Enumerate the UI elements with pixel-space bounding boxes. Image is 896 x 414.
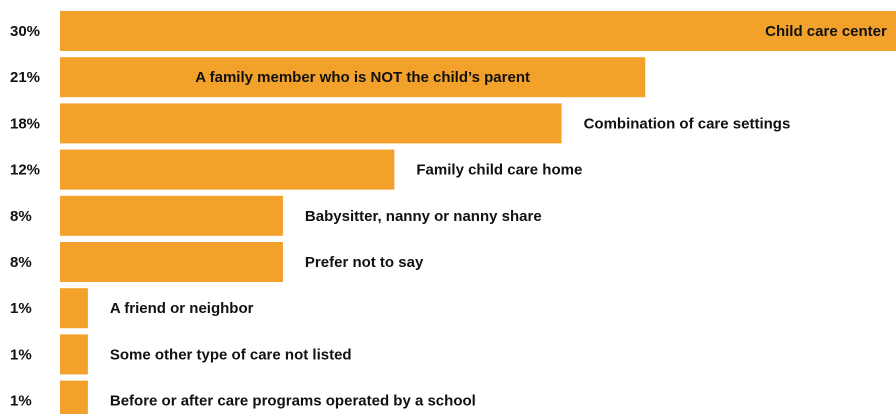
- value-label-6: 8%: [10, 254, 32, 271]
- category-label-8: Some other type of care not listed: [110, 346, 352, 363]
- value-label-1: 30%: [10, 23, 40, 40]
- category-label-3: Combination of care settings: [584, 115, 791, 132]
- category-label-7: A friend or neighbor: [110, 300, 254, 317]
- category-label-2: A family member who is NOT the child’s p…: [195, 69, 530, 86]
- bar-7: [60, 288, 88, 329]
- category-label-5: Babysitter, nanny or nanny share: [305, 208, 542, 225]
- value-label-7: 1%: [10, 300, 32, 317]
- category-label-1: Child care center: [765, 23, 887, 40]
- bar-1: [60, 11, 896, 51]
- bar-2: [60, 57, 646, 98]
- bar-3: [60, 103, 562, 144]
- value-label-2: 21%: [10, 69, 40, 86]
- bar-4: [60, 149, 395, 190]
- category-label-9: Before or after care programs operated b…: [110, 393, 476, 410]
- value-label-5: 8%: [10, 208, 32, 225]
- value-label-9: 1%: [10, 393, 32, 410]
- value-label-3: 18%: [10, 115, 40, 132]
- category-label-4: Family child care home: [416, 162, 582, 179]
- value-label-8: 1%: [10, 346, 32, 363]
- bar-5: [60, 195, 283, 236]
- bar-8: [60, 334, 88, 375]
- category-label-6: Prefer not to say: [305, 254, 424, 271]
- value-label-4: 12%: [10, 162, 40, 179]
- bar-9: [60, 380, 88, 414]
- bar-6: [60, 242, 283, 282]
